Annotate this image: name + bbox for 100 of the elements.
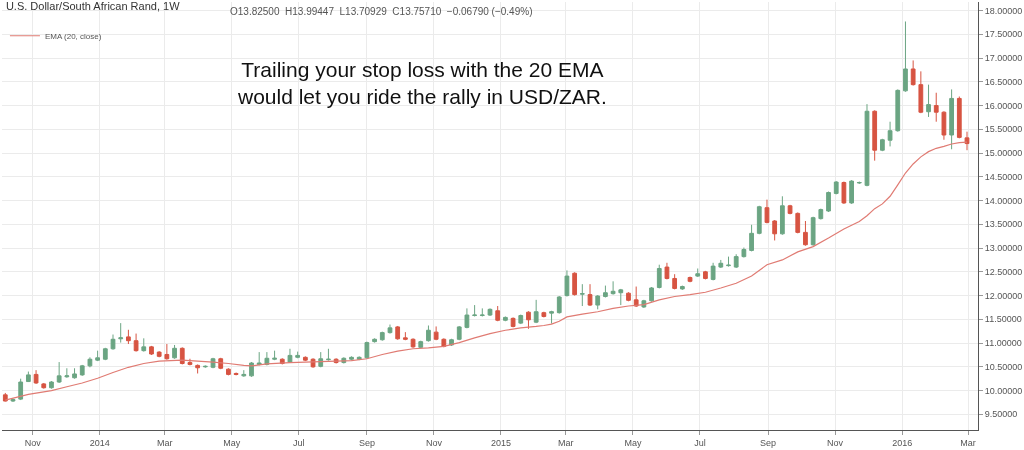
candlestick — [410, 337, 416, 349]
x-tick-label: 2015 — [490, 437, 512, 448]
candlestick — [764, 199, 770, 224]
y-tick-label: 12.50000 — [984, 266, 1023, 277]
candlestick — [549, 310, 554, 325]
candlestick — [918, 70, 924, 114]
candlestick — [25, 371, 31, 383]
candlestick — [649, 286, 654, 303]
candlestick — [749, 224, 754, 252]
candlestick — [164, 343, 170, 361]
candlestick — [818, 208, 824, 221]
x-tick-label: Mar — [156, 437, 173, 448]
x-tick-label: Nov — [24, 437, 42, 448]
candlestick — [233, 372, 239, 376]
x-tick-label: Jul — [694, 437, 706, 448]
candlestick — [472, 304, 477, 317]
candlestick — [102, 347, 108, 361]
x-tick-label: May — [624, 437, 642, 448]
candlestick — [272, 350, 277, 361]
y-tick-label: 11.50000 — [984, 314, 1022, 325]
candlestick — [95, 350, 101, 361]
candlestick — [779, 195, 785, 236]
candlestick — [633, 286, 639, 308]
candlestick — [156, 350, 162, 358]
candlestick — [110, 334, 116, 351]
candlestick — [756, 205, 762, 235]
y-tick-label: 10.50000 — [984, 361, 1023, 372]
x-tick-label: Jul — [293, 437, 305, 448]
candlestick — [856, 181, 862, 185]
y-tick-label: 16.50000 — [984, 76, 1023, 87]
candlestick — [349, 355, 354, 361]
candlestick — [295, 351, 301, 359]
y-tick-label: 16.00000 — [984, 100, 1023, 111]
candlestick — [595, 294, 601, 310]
candlestick — [810, 216, 816, 247]
candlestick — [956, 96, 962, 139]
candlestick — [572, 271, 578, 297]
candlestick — [510, 316, 516, 328]
candlestick — [287, 348, 293, 364]
candlestick — [910, 59, 916, 87]
candlestick — [49, 380, 54, 390]
x-tick-label: Mar — [960, 437, 976, 448]
candlestick — [387, 324, 393, 335]
candlestick — [833, 180, 839, 195]
candlestick — [679, 285, 685, 291]
candlestick — [18, 378, 24, 401]
candlestick — [695, 267, 701, 277]
candlestick — [364, 341, 370, 360]
x-tick-label: Mar — [558, 437, 574, 448]
candlestick — [733, 253, 739, 269]
y-tick-label: 15.00000 — [984, 148, 1023, 159]
candlestick — [526, 310, 531, 330]
candlestick — [895, 88, 901, 133]
candlestick — [402, 331, 408, 341]
candlestick — [126, 329, 131, 345]
candlestick — [795, 211, 801, 234]
candlestick — [579, 283, 585, 307]
y-tick-label: 14.00000 — [984, 195, 1023, 206]
candlestick — [395, 325, 401, 341]
candlestick — [772, 219, 778, 241]
candlestick — [226, 367, 231, 376]
y-tick-label: 10.00000 — [984, 385, 1023, 396]
candlestick — [118, 322, 124, 344]
candlestick — [495, 305, 501, 322]
candlestick — [426, 324, 431, 343]
candlestick — [464, 307, 470, 329]
candlestick — [703, 270, 708, 280]
candlestick — [179, 346, 185, 365]
candlestick — [533, 299, 539, 324]
candlestick — [964, 131, 970, 151]
y-tick-label: 13.50000 — [984, 219, 1023, 230]
candlestick — [603, 285, 608, 298]
candlestick — [656, 264, 662, 289]
x-tick-label: May — [223, 437, 241, 448]
candlestick — [841, 181, 847, 205]
x-tick-label: 2016 — [892, 437, 913, 448]
candlestick — [433, 325, 439, 341]
candlestick — [933, 92, 939, 123]
candlestick — [302, 355, 308, 362]
candlestick — [372, 337, 377, 344]
candlestick — [487, 307, 493, 317]
candlestick — [87, 356, 93, 368]
x-tick-label: Sep — [358, 437, 375, 448]
candlestick — [64, 367, 70, 379]
candlestick — [79, 364, 85, 377]
candlestick — [33, 369, 39, 385]
candlestick — [541, 311, 547, 318]
candlestick — [379, 331, 385, 342]
candlestick — [949, 88, 955, 150]
candlestick — [849, 179, 854, 205]
candlestick — [726, 256, 731, 268]
candlestick — [872, 109, 878, 162]
candlestick — [56, 361, 62, 384]
candlestick — [664, 262, 670, 280]
candlestick — [618, 288, 624, 306]
candlestick — [141, 337, 147, 353]
candlestick — [879, 138, 885, 152]
x-tick-label: 2014 — [89, 437, 110, 448]
candlestick — [326, 348, 331, 362]
candlestick — [187, 358, 193, 366]
